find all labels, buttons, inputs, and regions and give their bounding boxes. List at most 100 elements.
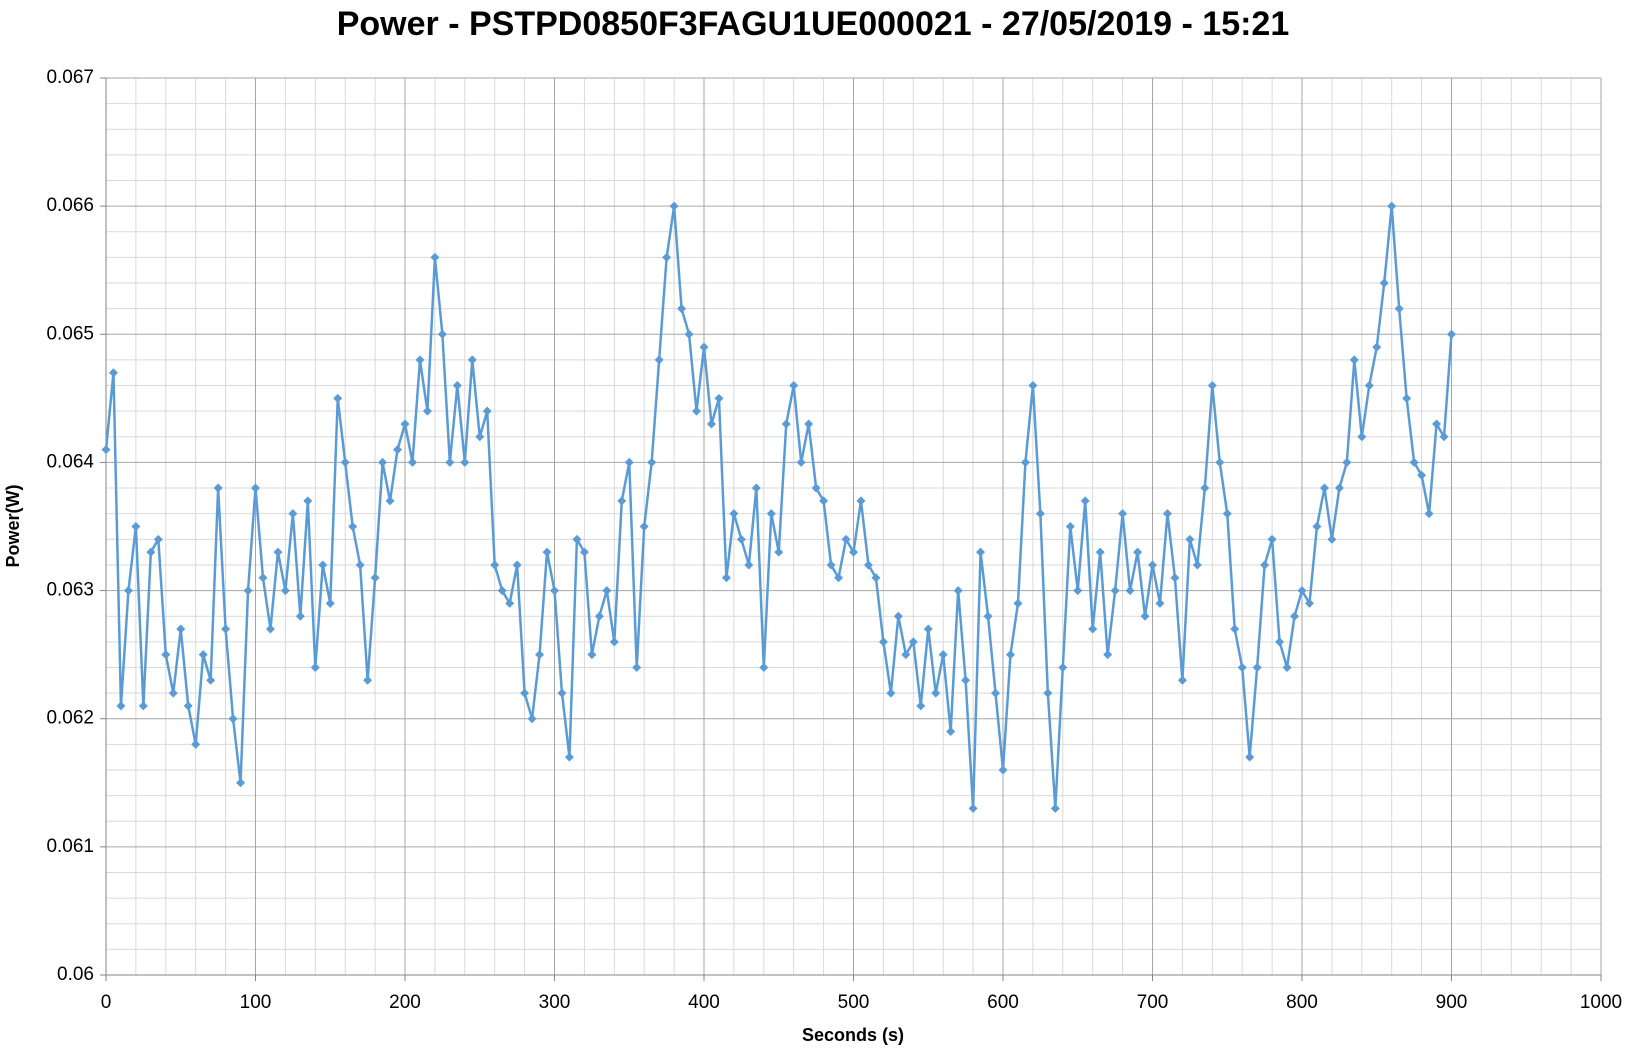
data-point — [871, 573, 881, 583]
data-point — [1312, 522, 1322, 531]
data-point — [505, 598, 515, 608]
data-point — [363, 675, 373, 685]
data-point — [826, 560, 836, 570]
data-point — [497, 586, 507, 596]
x-tick-label: 600 — [987, 992, 1019, 1013]
data-point — [213, 483, 223, 493]
data-point — [1417, 470, 1427, 480]
data-point — [804, 419, 814, 429]
data-point — [393, 445, 403, 455]
data-point — [1245, 752, 1255, 762]
data-point — [1013, 598, 1023, 608]
data-point — [1155, 598, 1165, 608]
data-point — [452, 381, 462, 391]
data-point — [303, 496, 313, 506]
data-point — [1260, 560, 1270, 570]
data-point — [908, 637, 918, 647]
data-point — [445, 457, 455, 467]
data-point — [624, 457, 634, 467]
data-point — [1185, 534, 1195, 544]
data-point — [834, 573, 844, 583]
data-point — [1297, 586, 1307, 596]
data-point — [677, 304, 687, 314]
data-point — [1103, 650, 1113, 660]
data-point — [1424, 509, 1434, 519]
data-point — [138, 701, 148, 711]
data-point — [983, 611, 993, 621]
data-point — [108, 368, 118, 378]
data-point — [482, 406, 492, 416]
data-point — [1342, 457, 1352, 467]
data-point — [280, 586, 290, 596]
data-point — [1140, 611, 1150, 621]
data-point — [811, 483, 821, 493]
x-tick-label: 900 — [1436, 992, 1468, 1013]
data-point — [1275, 637, 1285, 647]
data-point — [490, 560, 500, 570]
plot-area — [101, 201, 1456, 813]
data-point — [1065, 522, 1075, 531]
data-point — [976, 547, 986, 557]
data-point — [893, 611, 903, 621]
data-point — [161, 650, 171, 660]
data-point — [206, 675, 216, 685]
data-point — [1118, 509, 1128, 519]
data-point — [706, 419, 716, 429]
y-tick-label: 0.061 — [46, 836, 94, 857]
data-point — [1237, 662, 1247, 672]
y-tick-label: 0.062 — [46, 708, 94, 729]
data-point — [527, 714, 537, 724]
data-point — [639, 522, 649, 531]
data-point — [579, 547, 589, 557]
data-point — [265, 624, 275, 634]
data-point — [273, 547, 283, 557]
data-point — [647, 457, 657, 467]
data-point — [1282, 662, 1292, 672]
data-point — [1148, 560, 1157, 570]
data-point — [1177, 675, 1187, 685]
x-tick-label: 0 — [101, 992, 112, 1013]
data-point — [1095, 547, 1105, 557]
x-tick-label: 1000 — [1580, 992, 1622, 1013]
data-point — [400, 419, 410, 429]
data-point — [415, 355, 425, 365]
data-point — [1357, 432, 1367, 442]
data-point — [333, 393, 343, 403]
y-tick-label: 0.066 — [46, 195, 94, 216]
data-point — [587, 650, 597, 660]
data-point — [1334, 483, 1344, 493]
data-point — [729, 509, 739, 519]
data-point — [594, 611, 604, 621]
y-axis-title: Power(W) — [3, 484, 23, 567]
data-point — [1170, 573, 1180, 583]
data-point — [1162, 509, 1172, 519]
data-point — [841, 534, 851, 544]
data-point — [1432, 419, 1442, 429]
data-point — [221, 624, 231, 634]
data-point — [520, 688, 530, 698]
data-point — [789, 381, 799, 391]
data-point — [751, 483, 761, 493]
data-point — [602, 586, 612, 596]
data-point — [662, 252, 672, 262]
data-point — [243, 586, 253, 596]
data-point — [1394, 304, 1404, 314]
data-point — [191, 739, 201, 749]
data-point — [886, 688, 896, 698]
data-point — [1439, 432, 1449, 442]
data-point — [968, 803, 978, 813]
data-point — [744, 560, 754, 570]
grid: 0 100 200 300 400 500 600 700 800 900 1000 0.06 0.06… — [46, 67, 1622, 1013]
data-point — [1327, 534, 1337, 544]
data-point — [460, 457, 470, 467]
data-point — [1073, 586, 1083, 596]
data-point — [1379, 278, 1389, 288]
data-point — [183, 701, 193, 711]
y-tick-label: 0.06 — [57, 964, 94, 985]
data-point — [946, 727, 956, 737]
data-point — [288, 509, 298, 519]
data-point — [1304, 598, 1314, 608]
data-point — [318, 560, 328, 570]
